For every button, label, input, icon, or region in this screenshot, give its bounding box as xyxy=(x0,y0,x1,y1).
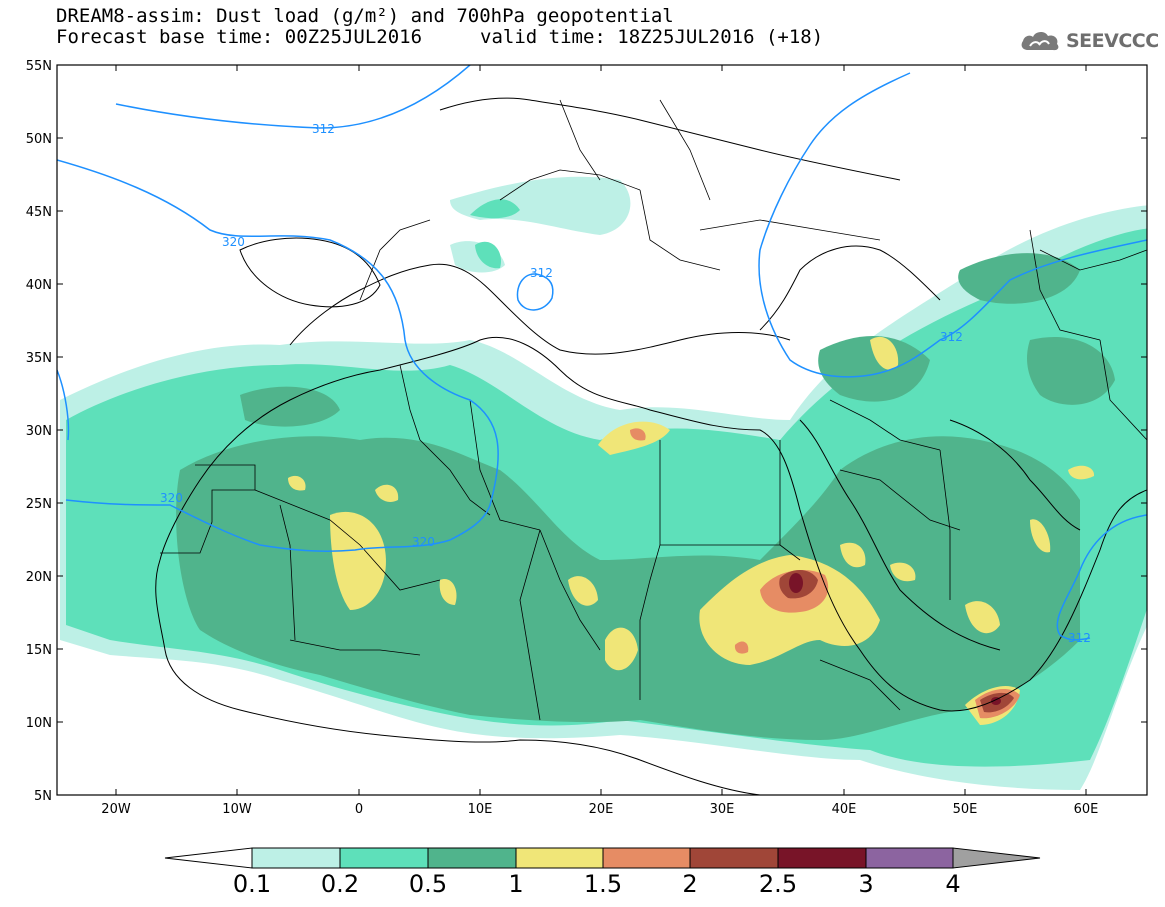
longitude-axis: 20W 10W 0 10E 20E 30E 40E 50E 60E xyxy=(101,65,1098,817)
contour-label: 320 xyxy=(412,535,435,549)
colorbar-label: 0.5 xyxy=(408,870,448,898)
lon-label: 20E xyxy=(589,802,614,817)
contour-312-east xyxy=(758,72,1147,378)
colorbar-segment xyxy=(689,847,779,869)
contour-320-west xyxy=(57,159,499,552)
lat-label: 45N xyxy=(26,205,52,220)
colorbar-segment xyxy=(339,847,429,869)
contour-label: 312 xyxy=(940,330,963,344)
geopotential-contours xyxy=(57,65,1147,641)
cloud-logo-icon xyxy=(1021,31,1059,51)
colorbar-label: 2.5 xyxy=(758,870,798,898)
lat-label: 5N xyxy=(34,789,52,804)
colorbar-label: 2 xyxy=(682,870,698,898)
lat-label: 20N xyxy=(26,570,52,585)
lon-label: 60E xyxy=(1074,802,1099,817)
dust-field-0.5 xyxy=(176,253,1115,740)
colorbar-label: 0.1 xyxy=(232,870,272,898)
lat-label: 50N xyxy=(26,132,52,147)
colorbar-label: 4 xyxy=(945,870,961,898)
lon-label: 40E xyxy=(832,802,857,817)
colorbar xyxy=(164,847,1041,869)
contour-label: 320 xyxy=(222,235,245,249)
colorbar-segment xyxy=(427,847,517,869)
lat-label: 30N xyxy=(26,424,52,439)
contour-label: 312 xyxy=(312,122,335,136)
valid-time: valid time: 18Z25JUL2016 (+18) xyxy=(480,26,824,48)
contour-label: 320 xyxy=(160,491,183,505)
map-title: DREAM8-assim: Dust load (g/m²) and 700hP… xyxy=(56,5,674,27)
colorbar-segment xyxy=(515,847,604,869)
logo-text: SEEVCCC xyxy=(1066,30,1159,52)
forecast-base-time: Forecast base time: 00Z25JUL2016 xyxy=(56,26,423,48)
contour-labels: 312 320 312 312 320 320 312 xyxy=(160,122,1091,645)
contour-312-italy xyxy=(516,273,554,311)
colorbar-label: 1.5 xyxy=(583,870,623,898)
lat-label: 40N xyxy=(26,278,52,293)
colorbar-segment xyxy=(602,847,691,869)
lat-label: 55N xyxy=(26,59,52,74)
colorbar-arrow-low xyxy=(164,847,253,869)
lat-label: 10N xyxy=(26,716,52,731)
contour-312-north xyxy=(115,65,471,129)
colorbar-arrow-high xyxy=(952,847,1041,869)
colorbar-segment xyxy=(865,847,954,869)
lon-label: 20W xyxy=(101,802,131,817)
colorbar-label: 0.2 xyxy=(320,870,360,898)
lat-label: 35N xyxy=(26,351,52,366)
colorbar-label: 3 xyxy=(858,870,874,898)
lon-label: 10W xyxy=(222,802,252,817)
coastlines xyxy=(155,97,1147,795)
contour-312-arabian xyxy=(1056,514,1147,641)
latitude-axis: 55N 50N 45N 40N 35N 30N 25N 20N 15N 10N … xyxy=(26,59,1147,804)
colorbar-segment xyxy=(777,847,867,869)
colorbar-segment xyxy=(251,847,341,869)
lon-label: 50E xyxy=(953,802,978,817)
contour-320-atlantic xyxy=(57,369,70,441)
contour-label: 312 xyxy=(1068,631,1091,645)
lon-label: 30E xyxy=(710,802,735,817)
lat-label: 15N xyxy=(26,643,52,658)
colorbar-label: 1 xyxy=(508,870,524,898)
lon-label: 0 xyxy=(355,802,363,817)
seevccc-logo: SEEVCCC xyxy=(1018,26,1159,56)
lat-label: 25N xyxy=(26,497,52,512)
lon-label: 10E xyxy=(468,802,493,817)
contour-label: 312 xyxy=(530,266,553,280)
